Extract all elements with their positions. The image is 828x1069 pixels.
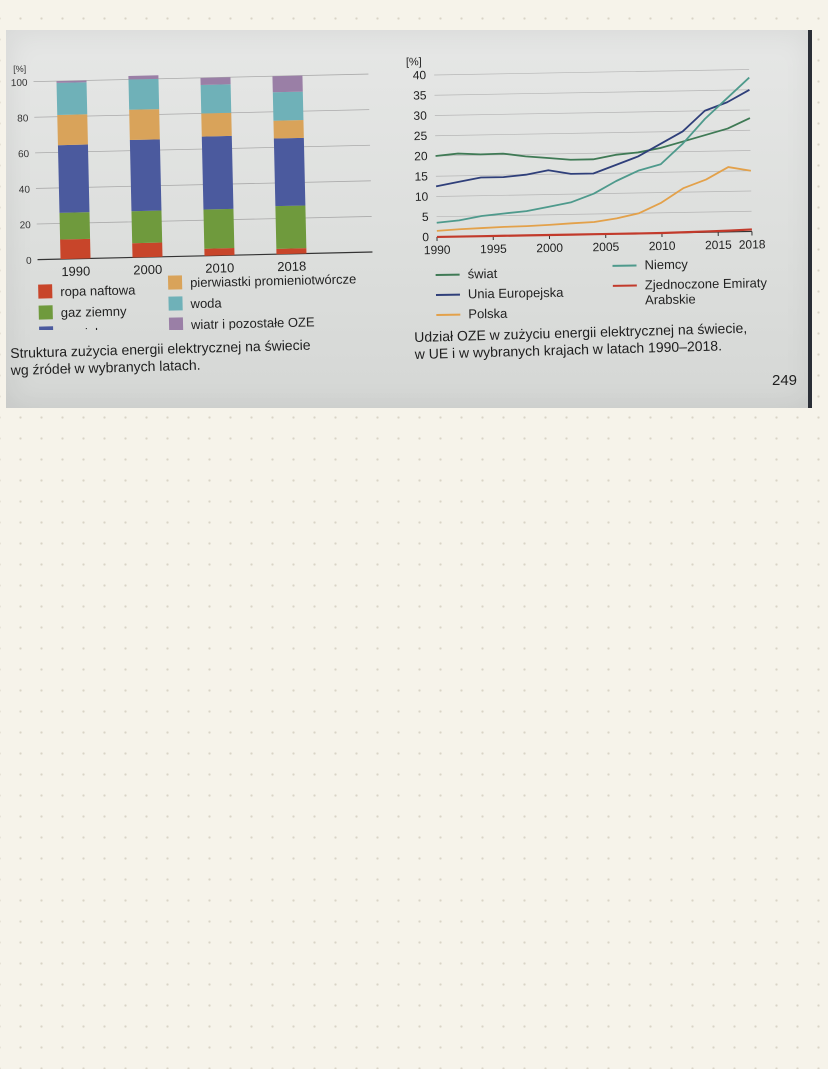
x-tick-label: 1990 — [424, 243, 451, 257]
gridline — [434, 89, 750, 96]
legend-label: Arabskie — [645, 291, 696, 307]
legend-swatch — [39, 326, 54, 330]
bar-segment — [201, 135, 234, 210]
bar-segment — [57, 144, 90, 213]
y-tick-label: 35 — [413, 88, 427, 102]
x-tick-label: 1995 — [480, 242, 507, 256]
y-tick-label: 80 — [17, 113, 29, 124]
y-tick-label: 30 — [413, 109, 427, 123]
bar-segment — [128, 75, 159, 80]
legend-label: węgiel — [60, 325, 98, 330]
gridline — [434, 69, 750, 76]
bar-segment — [131, 210, 163, 244]
y-tick-label: 15 — [414, 169, 428, 183]
x-tick-label: 2000 — [133, 262, 162, 278]
series-line — [436, 166, 752, 232]
legend-swatch — [38, 305, 53, 320]
bar-segment — [204, 248, 235, 256]
legend-label: pierwiastki promieniotwórcze — [190, 271, 356, 290]
legend-label: Unia Europejska — [468, 285, 564, 302]
y-tick-label: 40 — [19, 185, 31, 196]
legend-swatch — [168, 317, 184, 330]
stacked-bar-chart: 0 20 40 60 80 100 [%] 1990 2000 2010 2018 ropa naft… — [11, 64, 373, 330]
legend-label: wiatr i pozostałe OZE — [190, 314, 315, 330]
bar-segment — [129, 139, 162, 212]
series-line — [436, 76, 750, 224]
y-tick-label: 20 — [414, 149, 428, 163]
y-axis-label: [%] — [406, 56, 422, 68]
x-tick-label: 2010 — [649, 239, 676, 253]
y-tick-label: 0 — [422, 230, 429, 244]
legend-label: Polska — [468, 306, 508, 322]
bar-segment — [276, 248, 307, 255]
bar-segment — [201, 112, 232, 137]
legend-label: gaz ziemny — [61, 304, 128, 320]
y-axis-label: [%] — [13, 64, 26, 74]
bar-segment — [272, 75, 303, 93]
bar-segment — [275, 205, 307, 249]
series-line — [435, 88, 750, 188]
x-tick-label: 2000 — [536, 241, 563, 255]
legend-swatch — [168, 296, 183, 311]
bar-segment — [56, 80, 87, 83]
x-tick-label: 2018 — [277, 259, 306, 275]
bar-segment — [129, 109, 160, 141]
legend-label: świat — [467, 266, 497, 282]
x-tick-label: 2018 — [739, 237, 766, 251]
bar-segment — [273, 137, 306, 207]
y-tick-label: 5 — [422, 210, 429, 224]
legend-swatch — [38, 284, 53, 299]
bar-segment — [60, 238, 91, 260]
y-tick-label: 40 — [413, 68, 427, 82]
y-tick-label: 10 — [415, 190, 429, 204]
bar-segment — [59, 212, 91, 240]
bar-segment — [56, 82, 88, 115]
y-tick-label: 60 — [18, 149, 30, 160]
gridline — [435, 150, 751, 157]
gridline — [435, 129, 751, 137]
textbook-photo: 0 20 40 60 80 100 [%] 1990 2000 2010 2018 ropa naft… — [6, 30, 812, 408]
x-tick-label: 1990 — [61, 263, 90, 279]
bar-segment — [200, 84, 232, 114]
y-tick-label: 100 — [11, 78, 28, 89]
bar-chart-caption: Struktura zużycia energii elektrycznej n… — [10, 336, 311, 378]
bar-segment — [128, 78, 160, 110]
series-line — [435, 117, 751, 161]
y-tick-label: 20 — [20, 220, 32, 231]
legend-label: Niemcy — [644, 257, 688, 273]
y-tick-label: 25 — [414, 129, 428, 143]
bar-segment — [272, 91, 304, 121]
y-tick-label: 0 — [26, 256, 32, 267]
legend-swatch — [167, 275, 183, 290]
bar-segment — [203, 208, 235, 249]
x-tick-label: 2005 — [592, 240, 619, 254]
legend-label: ropa naftowa — [60, 282, 136, 299]
bar-segment — [273, 120, 304, 139]
series-line — [436, 228, 752, 239]
legend-label: Zjednoczone Emiraty — [645, 275, 768, 292]
x-tick-label: 2015 — [705, 238, 732, 252]
x-tick-label: 2010 — [205, 260, 234, 276]
legend-label: woda — [189, 295, 222, 311]
page-number: 249 — [772, 372, 798, 389]
bar-segment — [132, 242, 163, 258]
line-chart: 0 5 10 15 20 25 30 35 40[%] 1990 1995 2000 2005 2010 2… — [406, 56, 768, 322]
page-edge — [808, 30, 812, 408]
bar-segment — [57, 114, 88, 146]
bar-segment — [200, 77, 231, 85]
gridline — [434, 109, 750, 116]
